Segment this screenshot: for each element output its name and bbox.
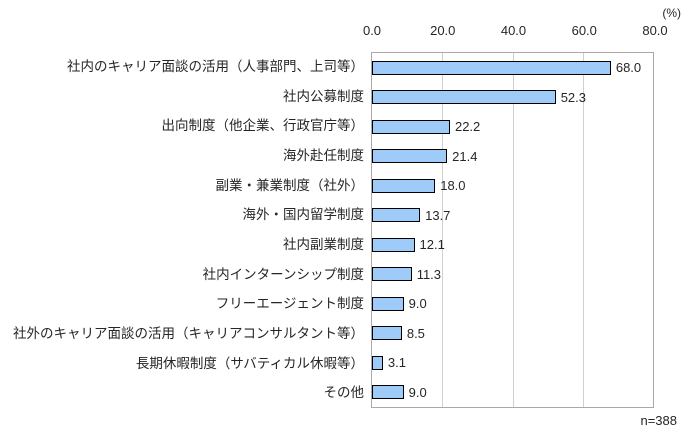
bar-row: 3.1 — [372, 348, 653, 378]
category-label: 社内インターンシップ制度 — [202, 266, 364, 282]
value-label: 9.0 — [408, 384, 427, 400]
value-label: 3.1 — [387, 355, 406, 371]
value-label: 21.4 — [452, 148, 478, 164]
x-axis-tick: 80.0 — [642, 23, 668, 38]
category-label-row: 海外・国内留学制度 — [0, 200, 365, 230]
category-label-row: 社内副業制度 — [0, 230, 364, 260]
category-label: 社内のキャリア面談の活用（人事部門、上司等） — [67, 59, 364, 75]
percent-unit-label: (%) — [662, 6, 681, 20]
plot-area: 68.0 52.3 22.2 21.4 18.0 13.7 12.1 11.3 9.0 8.5 3.… — [371, 52, 654, 408]
category-label: 社外のキャリア面談の活用（キャリアコンサルタント等） — [13, 326, 364, 342]
value-label: 13.7 — [425, 207, 451, 223]
bar — [372, 178, 436, 193]
value-label: 68.0 — [615, 60, 642, 76]
x-axis-tick: 20.0 — [430, 23, 456, 38]
category-label: 副業・兼業制度（社外） — [215, 177, 365, 193]
sample-size-label: n=388 — [640, 413, 677, 428]
category-label-row: 社内インターンシップ制度 — [0, 260, 364, 290]
value-label: 11.3 — [416, 266, 442, 282]
category-label: 長期休暇制度（サバティカル休暇等） — [135, 355, 364, 371]
value-label: 52.3 — [560, 89, 587, 105]
bar — [372, 237, 415, 252]
bar — [372, 267, 412, 282]
x-axis-tick: 0.0 — [362, 23, 382, 38]
category-label-row: 海外赴任制度 — [0, 141, 364, 171]
value-label: 12.1 — [419, 237, 445, 253]
bar-row: 18.0 — [372, 171, 653, 201]
gridline — [582, 53, 584, 407]
category-label-row: フリーエージェント制度 — [0, 289, 364, 319]
bar — [372, 296, 404, 311]
value-label: 18.0 — [440, 178, 466, 194]
bar-row: 12.1 — [372, 230, 653, 260]
gridline — [442, 53, 444, 407]
bar-row: 68.0 — [372, 53, 653, 83]
bar — [372, 149, 448, 164]
category-label-row: 社外のキャリア面談の活用（キャリアコンサルタント等） — [0, 319, 364, 349]
bar-row: 9.0 — [372, 378, 653, 408]
value-label: 8.5 — [406, 325, 425, 341]
category-label-row: その他 — [0, 378, 365, 408]
value-label: 9.0 — [408, 296, 427, 312]
x-axis: 0.0 20.0 40.0 60.0 80.0 — [363, 23, 668, 39]
category-label: 出向制度（他企業、行政官庁等） — [161, 118, 365, 134]
category-label: 社内副業制度 — [283, 237, 364, 253]
bar-row: 8.5 — [372, 319, 653, 349]
bar — [372, 208, 421, 223]
category-labels-column: 社内のキャリア面談の活用（人事部門、上司等） 社内公募制度出向制度（他企業、行政官… — [0, 52, 364, 408]
x-axis-tick: 60.0 — [571, 23, 597, 38]
category-label: 社内公募制度 — [283, 88, 364, 104]
bar — [372, 60, 611, 75]
category-label-row: 社内のキャリア面談の活用（人事部門、上司等） — [0, 52, 364, 82]
bar-row: 21.4 — [372, 142, 653, 172]
category-label: フリーエージェント制度 — [215, 296, 364, 312]
bar-row: 52.3 — [372, 83, 653, 113]
gridline — [512, 53, 514, 407]
bar-row: 11.3 — [372, 260, 653, 290]
bar — [372, 385, 404, 400]
category-label-row: 長期休暇制度（サバティカル休暇等） — [0, 349, 364, 379]
category-label: その他 — [323, 385, 365, 401]
bar — [372, 119, 450, 134]
bar-row: 22.2 — [372, 112, 653, 142]
category-label: 海外・国内留学制度 — [242, 207, 365, 223]
bar-row: 13.7 — [372, 201, 653, 231]
bar — [372, 90, 556, 105]
bar-row: 9.0 — [372, 289, 653, 319]
category-label-row: 副業・兼業制度（社外） — [0, 171, 365, 201]
category-label-row: 社内公募制度 — [0, 82, 364, 112]
bar-rows: 68.0 52.3 22.2 21.4 18.0 13.7 12.1 11.3 9.0 8.5 3.… — [372, 53, 653, 407]
category-label-row: 出向制度（他企業、行政官庁等） — [0, 111, 365, 141]
x-axis-tick: 40.0 — [500, 23, 527, 38]
value-label: 22.2 — [454, 119, 481, 135]
bar — [372, 355, 383, 370]
category-label: 海外赴任制度 — [283, 148, 364, 164]
bar — [372, 326, 402, 341]
